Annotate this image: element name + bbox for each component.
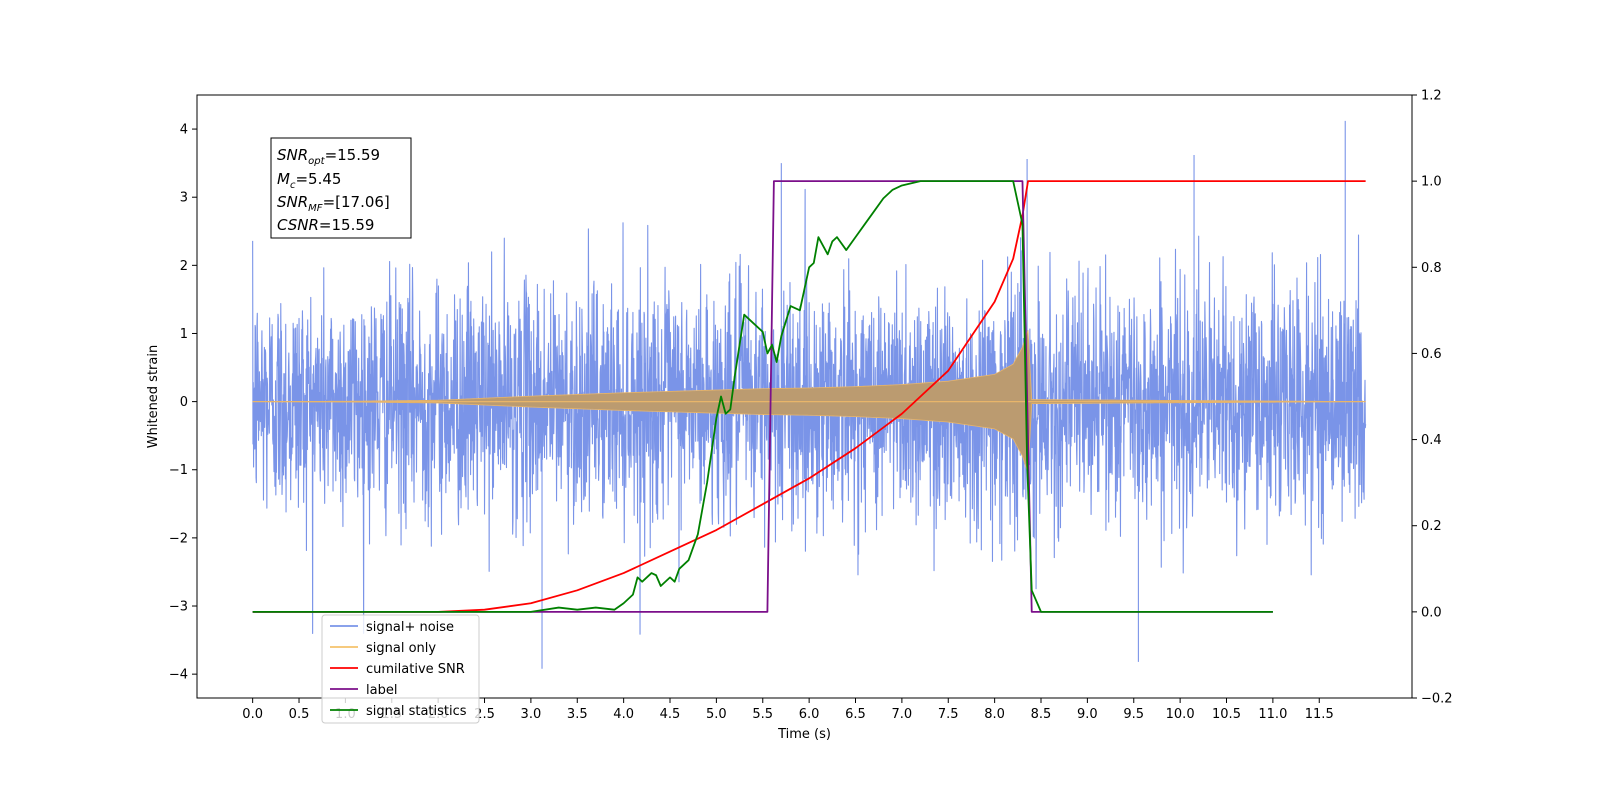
legend-item-signal-statistics: signal statistics [330, 704, 467, 719]
annotation-symbol: CSNR [277, 216, 319, 234]
y-right-tick-label: 1.0 [1421, 175, 1442, 190]
x-axis-label: Time (s) [777, 727, 831, 742]
y-right-tick-label: 1.2 [1421, 89, 1442, 104]
y-axis-label: Whitened strain [146, 345, 161, 448]
annotation-box: SNRopt=15.59 Mc=5.45 SNRMF=[17.06] CSNR=… [270, 137, 412, 239]
y-left-tick-label: 0 [180, 395, 188, 410]
legend-label: signal+ noise [366, 620, 454, 635]
x-tick-label: 8.5 [1031, 707, 1052, 722]
legend: signal+ noise signal only cumilative SNR la… [321, 614, 480, 724]
x-tick-label: 7.5 [938, 707, 959, 722]
annotation-value: =15.59 [325, 146, 381, 164]
y-axis-left-ticks: 4 3 2 1 0 −1 −2 −3 −4 [169, 123, 197, 683]
y-left-tick-label: −2 [169, 531, 188, 546]
x-tick-label: 3.5 [567, 707, 588, 722]
y-right-tick-label: 0.4 [1421, 433, 1442, 448]
y-right-tick-label: 0.2 [1421, 519, 1442, 534]
series-group [252, 120, 1367, 669]
annotation-subscript: opt [308, 156, 325, 167]
x-tick-label: 7.0 [892, 707, 913, 722]
series-signal-statistics [252, 180, 1273, 613]
legend-item-label: label [330, 683, 397, 698]
legend-label: label [366, 683, 397, 698]
legend-item-signal-only: signal only [330, 641, 436, 656]
legend-item-signal-plus-noise: signal+ noise [330, 620, 454, 635]
axes-frame [196, 94, 1413, 699]
x-tick-label: 6.0 [799, 707, 820, 722]
annotation-symbol: SNR [277, 146, 308, 164]
series-cumulative-snr [252, 180, 1366, 613]
y-right-tick-label: 0.0 [1421, 605, 1442, 620]
annotation-value: =15.59 [319, 216, 375, 234]
y-right-tick-label: −0.2 [1421, 692, 1453, 707]
x-tick-label: 11.5 [1305, 707, 1334, 722]
annotation-frame [270, 137, 412, 239]
x-tick-label: 5.0 [706, 707, 727, 722]
y-left-tick-label: 4 [180, 123, 188, 138]
annotation-subscript: MF [308, 203, 323, 214]
annotation-value: =5.45 [295, 170, 341, 188]
legend-label: signal only [366, 641, 436, 656]
x-tick-label: 0.0 [242, 707, 263, 722]
x-tick-label: 4.5 [660, 707, 681, 722]
y-left-tick-label: 3 [180, 191, 188, 206]
x-tick-label: 0.5 [289, 707, 310, 722]
annotation-symbol: M [277, 170, 290, 188]
annotation-chirp-mass: Mc=5.45 [277, 170, 341, 191]
legend-items: signal+ noise signal only cumilative SNR la… [330, 620, 467, 719]
x-tick-label: 6.5 [845, 707, 866, 722]
x-tick-label: 10.0 [1166, 707, 1195, 722]
x-tick-label: 11.0 [1258, 707, 1287, 722]
x-tick-label: 9.5 [1123, 707, 1144, 722]
y-right-tick-label: 0.6 [1421, 347, 1442, 362]
x-tick-label: 3.0 [521, 707, 542, 722]
x-tick-label: 4.0 [613, 707, 634, 722]
y-left-tick-label: −4 [169, 668, 188, 683]
legend-label: signal statistics [366, 704, 467, 719]
legend-label: cumilative SNR [366, 662, 465, 677]
legend-item-cumulative-snr: cumilative SNR [330, 662, 465, 677]
y-right-tick-label: 0.8 [1421, 261, 1442, 276]
y-left-tick-label: 2 [180, 259, 188, 274]
x-tick-label: 8.0 [984, 707, 1005, 722]
annotation-symbol: SNR [277, 193, 308, 211]
annotation-subscript: c [290, 180, 296, 191]
annotation-snr-mf: SNRMF=[17.06] [277, 193, 390, 214]
legend-frame [321, 614, 480, 724]
y-left-tick-label: −3 [169, 600, 188, 615]
x-tick-label: 9.0 [1077, 707, 1098, 722]
series-signal-plus-noise [252, 120, 1367, 669]
annotation-csnr: CSNR=15.59 [277, 216, 374, 234]
annotation-snr-opt: SNRopt=15.59 [277, 146, 380, 167]
x-tick-label: 10.5 [1212, 707, 1241, 722]
y-axis-right-ticks: 1.2 1.0 0.8 0.6 0.4 0.2 0.0 −0.2 [1412, 89, 1453, 707]
y-left-tick-label: −1 [169, 463, 188, 478]
y-left-tick-label: 1 [180, 327, 188, 342]
annotation-value: =[17.06] [323, 193, 390, 211]
x-tick-label: 5.5 [752, 707, 773, 722]
plot-area [252, 120, 1367, 669]
